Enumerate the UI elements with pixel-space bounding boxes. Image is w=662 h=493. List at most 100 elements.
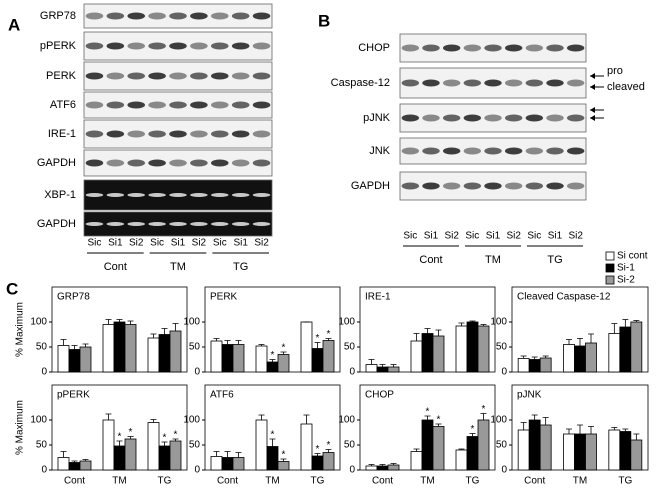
- y-tick-label: 50: [36, 342, 48, 353]
- error-bar: [542, 355, 549, 358]
- blot-band: [85, 159, 104, 167]
- bar: [477, 419, 490, 471]
- blot-band: [211, 12, 229, 20]
- blot-band: [566, 182, 585, 190]
- legend-swatch: [605, 251, 615, 261]
- significance: *: [437, 415, 441, 426]
- error-bar: [633, 433, 640, 440]
- chart-title: ATF6: [210, 390, 234, 401]
- blot-band: [484, 44, 502, 52]
- bar: [79, 460, 92, 471]
- y-tick-label: 0: [194, 367, 200, 378]
- group-label: Cont: [104, 261, 127, 273]
- blot-band: [442, 114, 461, 122]
- bar: [376, 465, 389, 471]
- error-bar: [531, 356, 538, 360]
- significance: *: [426, 407, 430, 418]
- chart-title: pJNK: [517, 390, 542, 401]
- significance: *: [163, 433, 167, 444]
- legend-swatch: [605, 263, 615, 273]
- blot-band: [106, 42, 125, 50]
- blot-band: [190, 130, 208, 138]
- blot-band: [169, 72, 187, 80]
- error-bar: [258, 414, 265, 420]
- significance: *: [118, 432, 122, 443]
- error-bar: [127, 320, 134, 325]
- x-tick-label: TM: [420, 476, 434, 487]
- blot-band: [190, 159, 208, 167]
- blot-band: [190, 12, 208, 20]
- error-bar: [161, 441, 168, 446]
- significance: *: [327, 440, 331, 451]
- error-bar: [379, 364, 386, 367]
- bar: [255, 345, 268, 373]
- blot-band: [148, 12, 166, 20]
- bar: [277, 461, 290, 471]
- bar: [539, 357, 552, 373]
- bar: [102, 324, 115, 373]
- bar: [410, 451, 423, 471]
- bar: [124, 324, 137, 373]
- blot-band: [252, 222, 271, 226]
- blot-label: JNK: [369, 145, 390, 157]
- blot-band: [127, 101, 145, 109]
- error-bar: [424, 415, 431, 420]
- error-bar: [71, 345, 78, 350]
- error-bar: [280, 351, 287, 355]
- error-bar: [82, 459, 89, 461]
- lane-label: Si1: [548, 231, 563, 242]
- significance: *: [282, 450, 286, 461]
- group-label: TM: [485, 254, 501, 266]
- blot-band: [546, 114, 564, 122]
- blot-band: [106, 101, 125, 109]
- error-bar: [368, 359, 375, 365]
- blot-band: [422, 44, 440, 52]
- error-bar: [127, 436, 134, 439]
- blot-band: [525, 79, 544, 87]
- significance: *: [316, 333, 320, 344]
- error-bar: [105, 413, 112, 420]
- blot-band: [525, 114, 544, 122]
- bar: [102, 419, 115, 471]
- blot-band: [525, 147, 544, 155]
- bar: [232, 457, 245, 471]
- significance: *: [327, 329, 331, 340]
- blot-band: [442, 147, 461, 155]
- x-tick-label: TG: [618, 476, 632, 487]
- y-tick-label: 50: [344, 342, 356, 353]
- y-tick-label: 100: [183, 317, 200, 328]
- error-bar: [458, 322, 465, 326]
- bar: [68, 349, 81, 373]
- bar: [221, 344, 234, 373]
- blot-band: [169, 159, 187, 167]
- bar: [574, 345, 586, 373]
- bar: [630, 321, 643, 373]
- bar: [158, 334, 171, 373]
- blot-label: GAPDH: [37, 157, 76, 169]
- y-tick-label: 0: [501, 367, 507, 378]
- error-bar: [390, 463, 397, 465]
- blot-band: [211, 193, 229, 197]
- blot-band: [422, 79, 440, 87]
- error-bar: [172, 438, 179, 441]
- blot-band: [484, 114, 502, 122]
- blot-band: [504, 182, 523, 190]
- blot-band: [463, 147, 482, 155]
- blot-band: [148, 72, 166, 80]
- blot-band: [127, 130, 145, 138]
- error-bar: [213, 338, 220, 341]
- blot-band: [252, 130, 271, 138]
- bar: [169, 330, 182, 373]
- blot-band: [546, 182, 564, 190]
- blot-band: [231, 222, 250, 226]
- bar: [477, 325, 490, 373]
- blot-band: [422, 147, 440, 155]
- blot-band: [85, 101, 104, 109]
- bar: [221, 457, 234, 471]
- error-bar: [531, 414, 538, 420]
- bar: [619, 431, 632, 471]
- blot-band: [566, 147, 585, 155]
- blot-label: GRP78: [40, 10, 76, 22]
- error-bar: [379, 464, 386, 466]
- error-bar: [469, 320, 476, 322]
